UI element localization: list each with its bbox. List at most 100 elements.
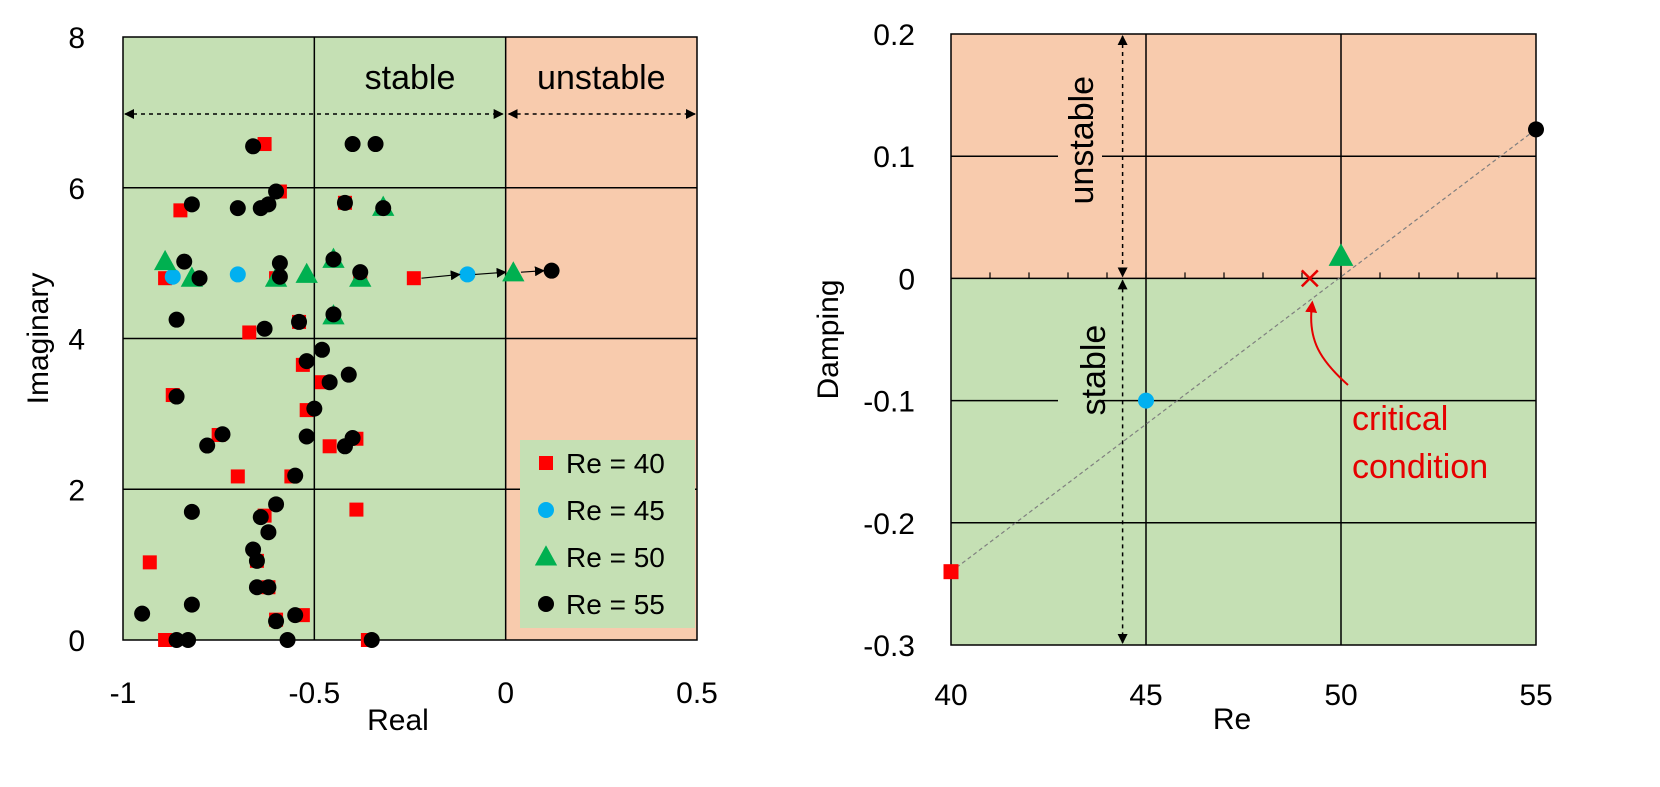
data-point xyxy=(257,137,272,152)
data-point xyxy=(459,266,476,283)
data-point xyxy=(268,496,285,513)
y-tick-label: 0 xyxy=(68,625,85,658)
data-point xyxy=(295,262,318,283)
data-point xyxy=(1528,121,1544,138)
data-point xyxy=(271,268,288,285)
legend-label: Re = 50 xyxy=(566,542,665,573)
data-point xyxy=(325,306,342,323)
data-point xyxy=(214,426,231,443)
legend-label: Re = 55 xyxy=(566,589,665,620)
data-point xyxy=(230,469,245,484)
plot-frame xyxy=(950,33,1537,646)
data-point xyxy=(242,325,257,340)
data-point xyxy=(183,503,200,520)
legend-marker xyxy=(538,502,554,518)
y-tick-labels: 0 2 4 6 8 xyxy=(68,22,85,658)
data-point xyxy=(248,579,265,596)
data-point xyxy=(375,200,392,217)
trajectory-arrows xyxy=(421,266,545,281)
trajectory-arrow xyxy=(421,270,461,281)
data-point xyxy=(180,632,197,648)
data-point xyxy=(287,607,304,624)
trend-line xyxy=(950,128,1537,573)
data-point xyxy=(168,632,185,648)
data-point xyxy=(287,467,304,484)
data-point xyxy=(173,203,188,218)
legend-marker xyxy=(534,545,558,566)
data-point xyxy=(252,509,269,526)
data-point xyxy=(176,253,193,270)
data-point xyxy=(363,632,380,648)
x-tick-label: 0.5 xyxy=(676,677,718,710)
data-point xyxy=(322,439,337,454)
critical-arrow xyxy=(1305,300,1349,386)
unstable-label: unstable xyxy=(1063,76,1101,205)
x-tick-label: -0.5 xyxy=(288,677,340,710)
data-point xyxy=(1328,243,1354,266)
data-point xyxy=(191,270,208,287)
unstable-label: unstable xyxy=(537,59,666,97)
left-chart: stable unstable -1 -0.5 0 0.5 0 2 4 6 8 Real Im… xyxy=(22,22,718,737)
data-point xyxy=(306,400,323,417)
unstable-label-background xyxy=(1058,104,1102,264)
data-point xyxy=(367,136,384,153)
legend: Re = 40 Re = 45 Re = 50 Re = 55 xyxy=(520,440,695,628)
data-point xyxy=(344,429,361,446)
data-point xyxy=(229,266,246,283)
data-point xyxy=(158,633,173,647)
y-tick-labels: -0.3 -0.2 -0.1 0 0.1 0.2 xyxy=(863,19,915,663)
data-point xyxy=(183,596,200,613)
stable-label: stable xyxy=(1075,325,1113,416)
y-tick-label: 4 xyxy=(68,324,85,357)
x-tick-label: 45 xyxy=(1129,679,1162,712)
data-point xyxy=(134,605,151,622)
data-point xyxy=(313,341,330,358)
legend-label: Re = 40 xyxy=(566,448,665,479)
x-tick-labels: -1 -0.5 0 0.5 xyxy=(110,677,718,710)
right-chart: unstable stable 40 45 50 55 -0.3 -0.2 -0.1 0 0.… xyxy=(812,19,1553,736)
data-point xyxy=(164,268,181,285)
grid-lines xyxy=(951,34,1536,645)
critical-label-line1: critical xyxy=(1352,400,1448,438)
data-point xyxy=(245,138,262,155)
data-point xyxy=(943,564,959,580)
x-tick-label: 50 xyxy=(1324,679,1357,712)
critical-label-line2: condition xyxy=(1352,448,1488,486)
data-point xyxy=(183,196,200,213)
x-axis-label: Re xyxy=(1213,703,1251,736)
trajectory-arrow xyxy=(475,267,507,278)
zero-line-minor-ticks xyxy=(989,272,1498,279)
data-point xyxy=(298,353,315,370)
y-tick-label: 6 xyxy=(68,173,85,206)
data-point xyxy=(344,136,361,153)
x-tick-label: -1 xyxy=(110,677,137,710)
data-point xyxy=(279,632,296,648)
data-point xyxy=(168,311,185,328)
data-point xyxy=(168,388,185,405)
data-point xyxy=(271,255,288,272)
data-point xyxy=(502,261,525,282)
data-point xyxy=(260,579,277,596)
y-tick-label: 0 xyxy=(898,263,915,296)
data-point xyxy=(349,502,364,517)
x-tick-label: 40 xyxy=(934,679,967,712)
plot-frame xyxy=(122,36,698,641)
data-point xyxy=(268,183,285,200)
data-point xyxy=(199,437,216,454)
y-axis-label: Damping xyxy=(812,279,845,399)
data-point xyxy=(256,320,273,337)
data-point xyxy=(291,313,308,330)
y-tick-label: 2 xyxy=(68,474,85,507)
data-point xyxy=(1138,392,1154,409)
data-point xyxy=(406,271,421,286)
x-tick-labels: 40 45 50 55 xyxy=(934,679,1552,712)
stable-label: stable xyxy=(365,59,456,97)
data-point xyxy=(325,251,342,268)
data-point xyxy=(142,555,157,570)
y-tick-label: 8 xyxy=(68,22,85,55)
data-point xyxy=(268,613,285,630)
data-point xyxy=(248,552,265,569)
data-point xyxy=(352,264,369,281)
y-tick-label: -0.2 xyxy=(863,508,915,541)
